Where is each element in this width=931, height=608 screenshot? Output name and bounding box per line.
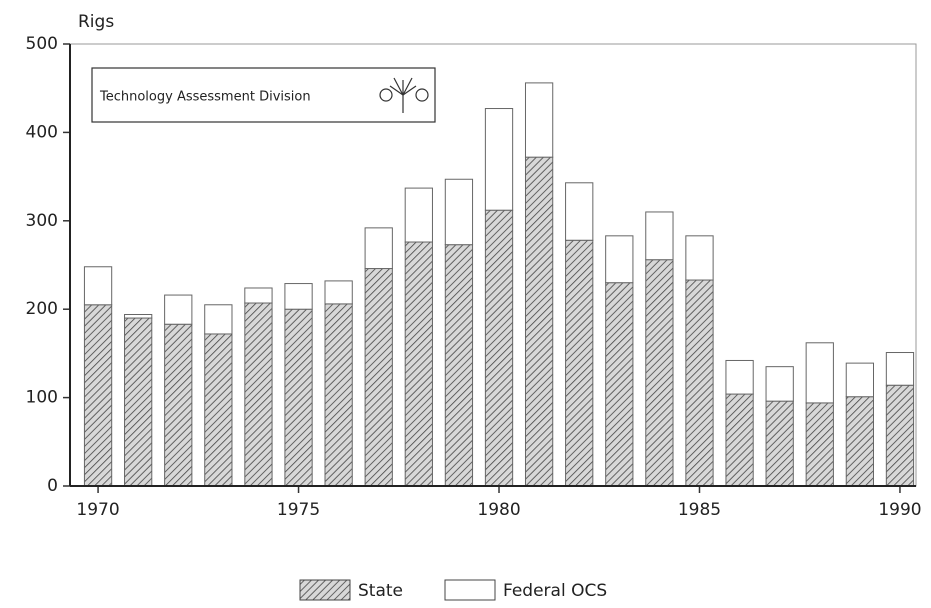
bar-segment <box>845 362 874 398</box>
x-tick-label: 1990 <box>878 500 921 520</box>
legend-label: State <box>358 581 403 601</box>
bar-segment <box>404 241 433 487</box>
y-tick-label: 400 <box>26 122 58 142</box>
bar-segment <box>765 366 794 402</box>
logo <box>379 77 429 113</box>
x-tick-label: 1975 <box>277 500 320 520</box>
legend-swatch <box>299 579 351 601</box>
bar-segment <box>324 280 353 305</box>
bar-segment <box>164 294 193 325</box>
bar-segment <box>685 279 714 487</box>
bar-segment <box>244 302 273 487</box>
y-tick-label: 0 <box>47 476 58 496</box>
bar-segment <box>204 304 233 335</box>
bar-segment <box>484 209 514 487</box>
bar-segment <box>164 323 193 487</box>
bar-segment <box>725 393 754 487</box>
bar-segment <box>204 333 233 487</box>
bar-segment <box>284 283 313 310</box>
bar-segment <box>364 227 393 270</box>
y-tick-label: 500 <box>26 34 58 54</box>
bar-segment <box>645 259 674 487</box>
x-tick-label: 1980 <box>477 500 520 520</box>
bar-segment <box>324 303 353 487</box>
bar-segment <box>83 304 113 487</box>
bar-segment <box>244 287 273 304</box>
bar-segment <box>444 244 474 487</box>
x-tick-label: 1970 <box>76 500 119 520</box>
bar-segment <box>805 402 834 487</box>
annotation: Technology Assessment Division <box>99 90 311 105</box>
bar-segment <box>885 384 915 487</box>
bar-segment <box>765 400 794 487</box>
bar-segment <box>404 187 433 243</box>
x-tick-label: 1985 <box>678 500 721 520</box>
legend-label: Federal OCS <box>503 581 607 601</box>
bar-segment <box>605 235 634 284</box>
bar-segment <box>685 235 714 281</box>
y-axis-label: Rigs <box>78 12 114 32</box>
bar-segment <box>524 82 554 158</box>
bar-segment <box>364 268 393 487</box>
bar-segment <box>524 156 554 487</box>
y-tick-label: 300 <box>26 211 58 231</box>
bar-segment <box>284 308 313 487</box>
bar-segment <box>124 317 153 487</box>
bar-segment <box>645 211 674 261</box>
bar-segment <box>565 239 594 487</box>
bar-segment <box>484 108 514 211</box>
bar-segment <box>845 396 874 487</box>
bar-segment <box>565 182 594 241</box>
bar-segment <box>124 314 153 319</box>
bar-segment <box>725 359 754 395</box>
y-tick-label: 200 <box>26 299 58 319</box>
bar-segment <box>805 342 834 404</box>
bar-segment <box>885 352 915 386</box>
legend-swatch <box>444 579 496 601</box>
bar-segment <box>444 178 474 246</box>
bar-segment <box>605 282 634 487</box>
bar-segment <box>83 266 113 306</box>
annotation-box <box>91 67 436 123</box>
y-tick-label: 100 <box>26 388 58 408</box>
